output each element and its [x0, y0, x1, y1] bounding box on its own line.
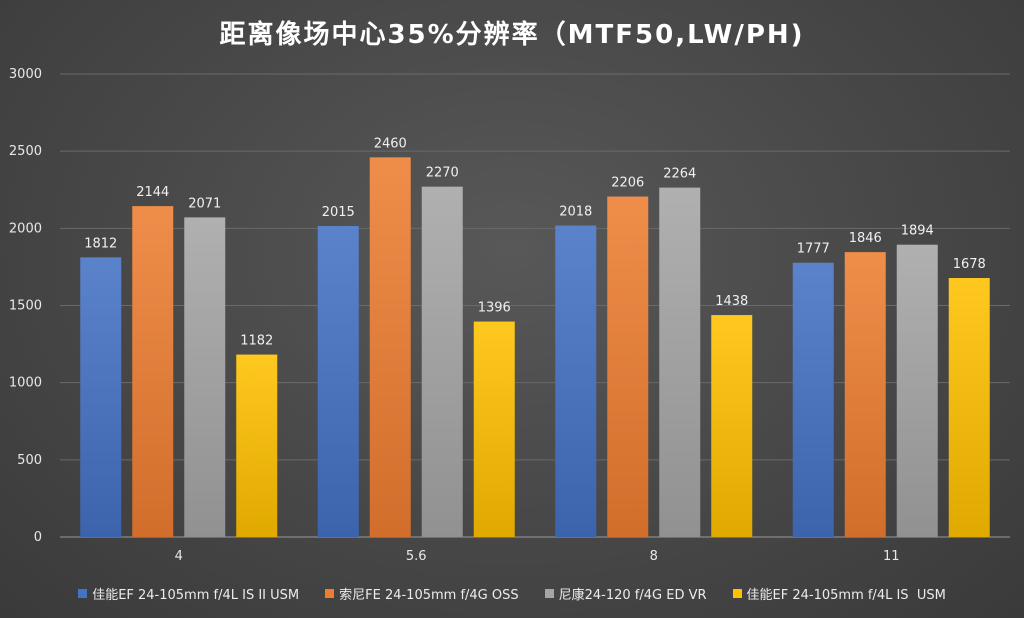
y-tick-label: 1000 [9, 376, 42, 391]
data-label: 1678 [953, 257, 986, 272]
data-label: 1438 [715, 294, 748, 309]
legend-label: 佳能EF 24-105mm f/4L IS II USM [92, 588, 300, 603]
y-tick-label: 3000 [9, 67, 42, 82]
bar [369, 157, 411, 537]
y-tick-label: 0 [34, 530, 42, 545]
legend-swatch [78, 589, 88, 598]
legend-item: 索尼FE 24-105mm f/4G OSS [325, 584, 519, 603]
data-label: 2206 [611, 176, 644, 191]
bar-chart: 1812 2144 2071 1182 2015 2460 2270 1396 2018 2206… [9, 67, 1010, 564]
legend-label: 尼康24-120 f/4G ED VR [558, 588, 707, 603]
bar [607, 196, 649, 538]
data-label: 2264 [663, 167, 696, 182]
x-tick-label: 5.6 [406, 549, 427, 564]
data-label: 2018 [559, 205, 592, 220]
bar [236, 354, 278, 537]
x-tick-label: 8 [650, 549, 658, 564]
data-label: 1812 [84, 236, 117, 251]
bar [711, 315, 753, 537]
legend-swatch [325, 589, 335, 598]
data-label: 2270 [426, 166, 459, 181]
bar [473, 321, 515, 537]
data-label: 2460 [374, 136, 407, 151]
data-label: 1182 [240, 334, 273, 349]
data-label: 1396 [478, 301, 511, 316]
legend-label: 索尼FE 24-105mm f/4G OSS [339, 588, 519, 603]
bar [844, 252, 886, 538]
axes: 0 500 1000 1500 2000 2500 3000 4 5.6 8 11 [9, 67, 900, 564]
bar [421, 186, 463, 537]
data-label: 2071 [188, 196, 221, 211]
bar [184, 217, 226, 537]
bar [896, 244, 938, 537]
bar [792, 262, 834, 537]
bar [659, 187, 701, 537]
x-tick-label: 11 [883, 549, 900, 564]
y-tick-label: 2500 [9, 144, 42, 159]
legend: 佳能EF 24-105mm f/4L IS II USM 索尼FE 24-105m… [0, 584, 1024, 603]
legend-item: 佳能EF 24-105mm f/4L IS USM [732, 584, 946, 603]
bars: 1812 2144 2071 1182 2015 2460 2270 1396 2018 2206… [80, 136, 990, 538]
x-tick-label: 4 [175, 549, 183, 564]
data-label: 1846 [849, 231, 882, 246]
bar [80, 257, 122, 537]
y-tick-label: 500 [17, 453, 42, 468]
data-label: 2144 [136, 185, 169, 200]
legend-swatch [732, 589, 742, 598]
bar [132, 206, 174, 538]
y-tick-label: 2000 [9, 221, 42, 236]
data-label: 1894 [901, 224, 934, 239]
y-tick-label: 1500 [9, 299, 42, 314]
bar [948, 278, 990, 537]
data-label: 1777 [797, 242, 830, 257]
chart-title: 距离像场中心35%分辨率（MTF50,LW/PH) [219, 20, 805, 50]
legend-item: 尼康24-120 f/4G ED VR [544, 584, 707, 603]
legend-swatch [544, 589, 554, 598]
legend-item: 佳能EF 24-105mm f/4L IS II USM [78, 584, 299, 603]
legend-label: 佳能EF 24-105mm f/4L IS USM [746, 588, 946, 603]
bar [317, 226, 359, 538]
data-label: 2015 [322, 205, 355, 220]
bar [555, 225, 597, 537]
